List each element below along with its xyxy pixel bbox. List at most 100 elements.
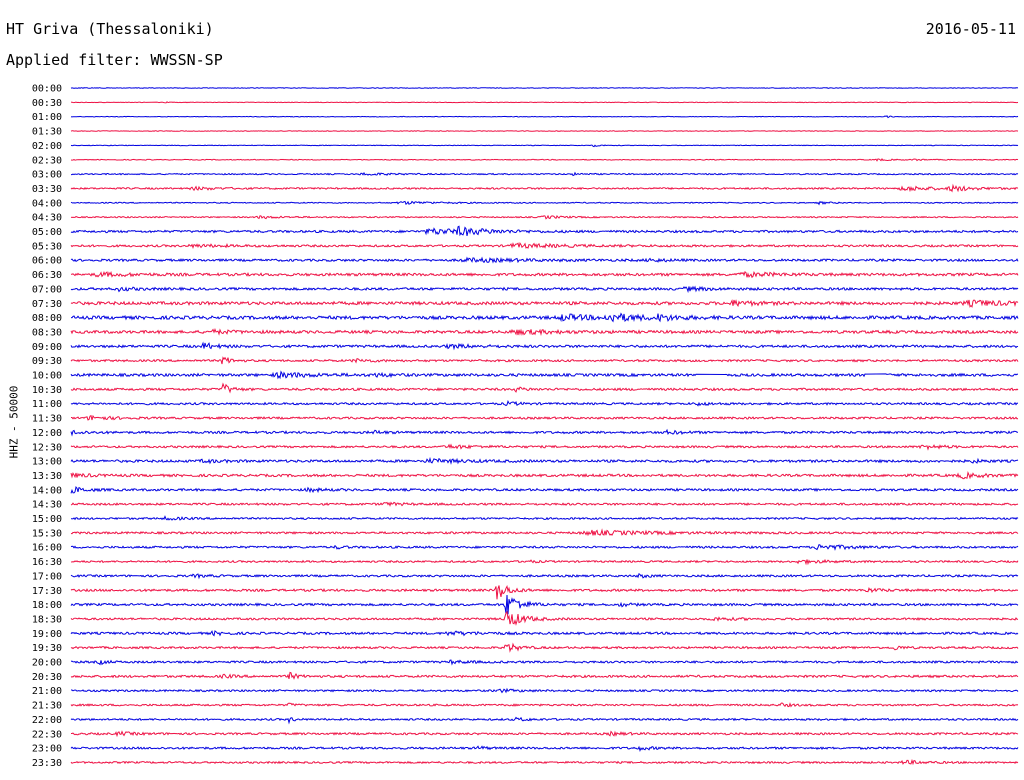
trace-time-label: 20:30 (32, 672, 62, 683)
trace-time-label: 20:00 (32, 658, 62, 669)
seismic-trace (70, 642, 1019, 653)
trace-time-label: 09:00 (32, 342, 62, 353)
trace-time-label: 18:30 (32, 614, 62, 625)
seismic-trace (70, 572, 1019, 580)
trace-time-label: 03:30 (32, 184, 62, 195)
seismic-trace (71, 171, 1019, 177)
trace-time-label: 08:00 (32, 313, 62, 324)
seismic-trace (70, 341, 1019, 351)
seismic-trace (70, 241, 1019, 249)
seismic-trace (70, 671, 1019, 680)
trace-time-label: 07:30 (32, 299, 62, 310)
trace-time-label: 13:30 (32, 471, 62, 482)
seismic-trace (70, 486, 1019, 494)
seismic-trace (70, 702, 1019, 708)
seismic-trace (70, 101, 1019, 104)
trace-time-label: 15:30 (32, 528, 62, 539)
seismic-trace (70, 312, 1019, 323)
date-label: 2016-05-11 (925, 20, 1016, 38)
seismic-trace (70, 157, 1019, 162)
filter-label: Applied filter: WWSSN-SP (6, 51, 223, 69)
seismic-trace (70, 183, 1019, 193)
seismic-trace (70, 130, 1019, 132)
trace-time-label: 14:30 (32, 500, 62, 511)
trace-time-label: 13:00 (32, 457, 62, 468)
seismic-trace (70, 456, 1019, 465)
seismic-trace (71, 687, 1019, 694)
trace-time-label: 06:00 (32, 256, 62, 267)
trace-time-label: 01:30 (32, 127, 62, 138)
seismic-trace (70, 370, 1019, 380)
trace-time-label: 05:00 (32, 227, 62, 238)
trace-time-label: 22:00 (32, 715, 62, 726)
trace-time-label: 05:30 (32, 241, 62, 252)
seismic-trace (70, 610, 1019, 626)
trace-time-label: 08:30 (32, 327, 62, 338)
seismic-trace (70, 594, 1019, 615)
trace-time-label: 00:30 (32, 98, 62, 109)
seismic-trace (70, 716, 1019, 725)
seismic-trace (70, 299, 1019, 308)
trace-time-label: 23:00 (32, 744, 62, 755)
trace-time-label: 02:00 (32, 141, 62, 152)
trace-time-label: 09:30 (32, 356, 62, 367)
trace-time-label: 02:30 (32, 155, 62, 166)
seismic-trace (71, 414, 1019, 421)
seismic-trace (70, 630, 1019, 637)
trace-time-label: 16:00 (32, 543, 62, 554)
seismic-trace (70, 214, 1019, 220)
seismic-trace (70, 270, 1019, 279)
trace-time-label: 07:00 (32, 284, 62, 295)
trace-time-label: 03:00 (32, 170, 62, 181)
trace-time-label: 22:30 (32, 729, 62, 740)
trace-time-label: 06:30 (32, 270, 62, 281)
trace-time-label: 12:00 (32, 428, 62, 439)
seismic-trace (71, 515, 1019, 521)
seismic-trace (70, 87, 1019, 89)
seismic-trace (70, 584, 1019, 600)
trace-time-label: 14:00 (32, 485, 62, 496)
trace-time-label: 21:00 (32, 686, 62, 697)
seismic-trace (70, 758, 1019, 766)
seismic-trace (70, 471, 1019, 480)
seismic-trace (70, 659, 1019, 666)
seismic-trace (70, 356, 1019, 365)
seismic-trace (70, 443, 1019, 451)
seismic-trace (70, 501, 1019, 507)
seismic-trace (70, 327, 1019, 336)
trace-time-label: 18:00 (32, 600, 62, 611)
trace-time-label: 21:30 (32, 701, 62, 712)
seismic-trace (70, 382, 1019, 394)
trace-time-label: 23:30 (32, 758, 62, 769)
trace-time-label: 10:30 (32, 385, 62, 396)
seismic-trace (70, 544, 1019, 551)
trace-time-label: 04:00 (32, 198, 62, 209)
seismic-trace (70, 285, 1019, 294)
seismic-trace (70, 558, 1019, 566)
trace-time-label: 04:30 (32, 213, 62, 224)
seismic-trace (71, 730, 1019, 738)
station-title: HT Griva (Thessaloniki) (6, 20, 214, 38)
seismic-trace (70, 428, 1018, 437)
trace-time-label: 00:00 (32, 84, 62, 95)
seismic-trace (70, 399, 1019, 407)
trace-time-label: 19:00 (32, 629, 62, 640)
trace-time-label: 19:30 (32, 643, 62, 654)
trace-time-label: 10:00 (32, 371, 62, 382)
trace-time-label: 15:00 (32, 514, 62, 525)
trace-time-label: 12:30 (32, 442, 62, 453)
trace-time-label: 11:00 (32, 399, 62, 410)
seismic-trace (70, 528, 1019, 537)
trace-time-label: 17:30 (32, 586, 62, 597)
trace-time-label: 11:30 (32, 414, 62, 425)
trace-time-label: 17:00 (32, 571, 62, 582)
seismic-trace (70, 115, 1019, 119)
trace-time-label: 16:30 (32, 557, 62, 568)
trace-time-label: 01:00 (32, 112, 62, 123)
seismic-trace (70, 745, 1019, 752)
seismic-trace (70, 256, 1019, 264)
seismic-trace (70, 225, 1019, 237)
seismic-trace (70, 144, 1019, 148)
seismic-trace (70, 200, 1019, 206)
